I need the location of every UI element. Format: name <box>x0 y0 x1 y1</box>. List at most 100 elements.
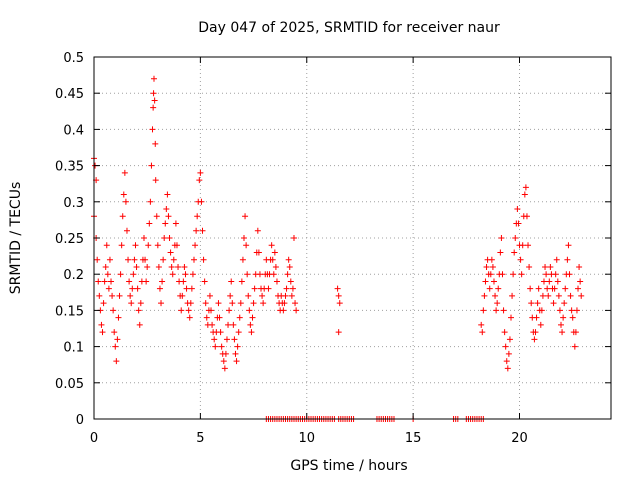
data-point <box>109 292 116 299</box>
x-tick-label: 15 <box>405 431 422 446</box>
data-point <box>144 263 151 270</box>
data-point <box>190 256 197 263</box>
data-point <box>102 263 109 270</box>
y-tick-label: 0.05 <box>55 377 84 392</box>
axis-ticks <box>93 56 611 420</box>
data-point <box>543 271 550 278</box>
data-point <box>571 343 578 350</box>
data-point <box>273 278 280 285</box>
data-point <box>566 271 573 278</box>
data-point <box>146 220 153 227</box>
y-tick-label: 0.2 <box>63 268 84 283</box>
data-point <box>206 292 213 299</box>
data-point <box>537 321 544 328</box>
data-point <box>150 104 157 111</box>
data-point <box>517 256 524 263</box>
data-point <box>163 206 170 213</box>
data-point <box>135 307 142 314</box>
data-point <box>231 336 238 343</box>
data-point <box>569 314 576 321</box>
data-point <box>130 271 137 278</box>
data-point <box>259 292 266 299</box>
data-point <box>151 97 158 104</box>
data-point <box>573 307 580 314</box>
data-point <box>150 75 157 82</box>
data-point <box>495 285 502 292</box>
data-point <box>488 256 495 263</box>
data-point <box>575 285 582 292</box>
data-point <box>133 263 140 270</box>
data-point <box>123 227 130 234</box>
data-point <box>150 90 157 97</box>
data-point <box>268 242 275 249</box>
data-point <box>104 271 111 278</box>
data-point <box>525 242 532 249</box>
data-point <box>269 256 276 263</box>
data-point <box>558 321 565 328</box>
data-point <box>544 285 551 292</box>
y-tick-label: 0 <box>76 413 84 428</box>
data-point <box>202 300 209 307</box>
data-point <box>110 307 117 314</box>
data-point <box>175 263 182 270</box>
data-point <box>568 307 575 314</box>
data-point <box>526 263 533 270</box>
data-point <box>113 358 120 365</box>
x-axis-title: GPS time / hours <box>290 458 407 474</box>
data-point <box>103 242 110 249</box>
data-point <box>98 321 105 328</box>
data-point <box>244 271 251 278</box>
data-point <box>271 249 278 256</box>
data-point <box>479 329 486 336</box>
data-point <box>564 256 571 263</box>
x-tick-label: 20 <box>511 431 528 446</box>
data-point <box>122 198 129 205</box>
data-point <box>112 343 119 350</box>
data-point <box>240 235 247 241</box>
data-point <box>172 220 179 227</box>
data-point <box>508 314 515 321</box>
chart-title: Day 047 of 2025, SRMTID for receiver nau… <box>198 20 500 36</box>
data-point <box>272 263 279 270</box>
y-tick-label: 0.3 <box>63 196 84 211</box>
data-point <box>164 191 171 198</box>
data-point <box>111 329 118 336</box>
data-point <box>173 242 180 249</box>
data-point <box>292 300 299 307</box>
data-point <box>523 213 530 220</box>
data-point <box>161 235 168 241</box>
data-point <box>556 307 563 314</box>
data-point <box>105 285 112 292</box>
data-point <box>95 278 102 285</box>
data-point <box>486 285 493 292</box>
data-point <box>533 314 540 321</box>
data-points <box>91 75 585 422</box>
data-point <box>280 307 287 314</box>
data-point <box>487 271 494 278</box>
data-point <box>577 278 584 285</box>
data-point <box>243 242 250 249</box>
data-point <box>256 271 263 278</box>
data-point <box>246 307 253 314</box>
data-point <box>493 307 500 314</box>
data-point <box>511 249 518 256</box>
data-point <box>565 242 572 249</box>
data-point <box>260 300 267 307</box>
data-point <box>234 343 241 350</box>
data-point <box>553 256 560 263</box>
data-point <box>209 321 216 328</box>
data-point <box>197 169 204 176</box>
data-point <box>185 307 192 314</box>
data-point <box>481 292 488 299</box>
data-point <box>494 300 501 307</box>
data-point <box>478 321 485 328</box>
y-tick-label: 0.4 <box>63 123 84 138</box>
data-point <box>179 292 186 299</box>
data-point <box>121 169 128 176</box>
data-point <box>136 321 143 328</box>
data-point <box>152 177 159 184</box>
data-point <box>101 278 108 285</box>
data-point <box>106 256 113 263</box>
data-point <box>492 292 499 299</box>
